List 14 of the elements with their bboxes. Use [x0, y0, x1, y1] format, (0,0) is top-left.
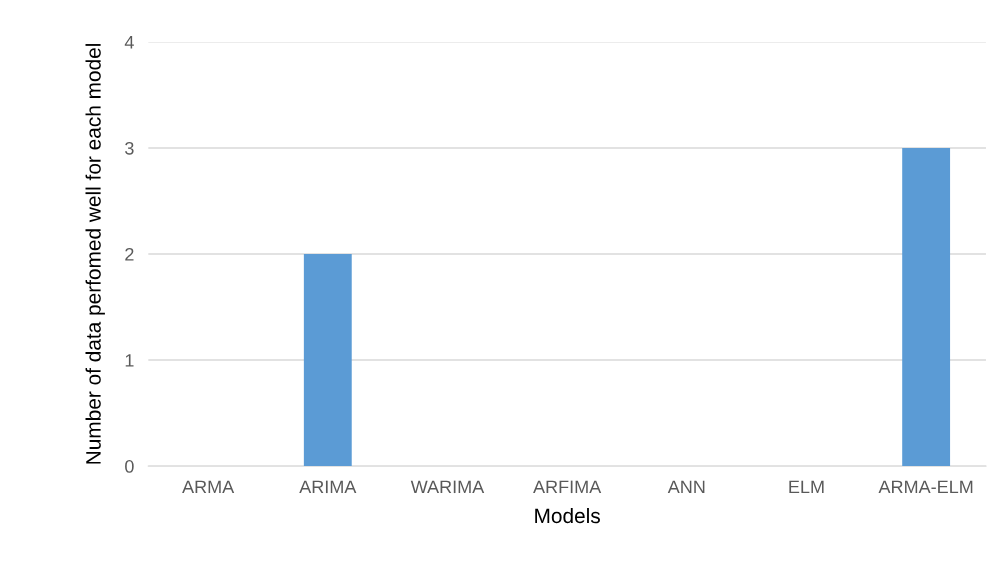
y-tick-label: 2 [125, 247, 134, 261]
x-tick-label: ARMA [182, 480, 235, 494]
x-axis-title: Models [535, 507, 600, 524]
y-tick-label: 4 [124, 36, 134, 49]
y-tick-label: 1 [125, 354, 134, 367]
y-axis-title: Number of data perfomed well for each model [85, 44, 105, 464]
x-tick-label: ARFIMA [533, 480, 602, 494]
x-tick-label: ARMA-ELM [878, 480, 973, 494]
y-tick-label: 0 [125, 460, 134, 473]
x-tick-label: ANN [667, 480, 705, 494]
x-tick-label: ARIMA [299, 480, 357, 494]
x-tick-label: WARIMA [410, 480, 485, 494]
x-tick-label: ELM [789, 480, 824, 494]
y-tick-label: 3 [125, 141, 134, 155]
